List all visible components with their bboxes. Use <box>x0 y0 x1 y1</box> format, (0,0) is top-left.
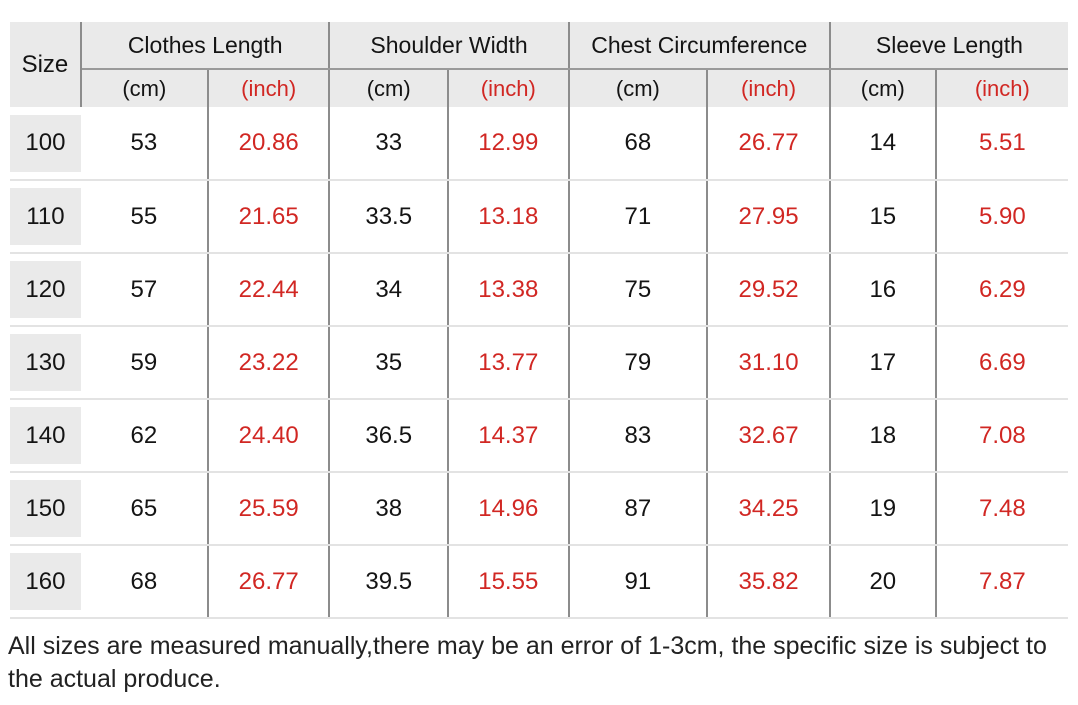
cell-inch-value: 7.08 <box>934 399 1068 473</box>
unit-label-cm: (cm) <box>828 69 936 107</box>
cell-cm-value: 65 <box>80 472 208 546</box>
cell-inch-value: 20.86 <box>206 107 330 181</box>
header-unit-row: (cm) (inch) (cm) (inch) (cm) (inch) (cm)… <box>10 69 1068 107</box>
column-group-chest-circumference: Chest Circumference <box>567 22 830 70</box>
cell-cm-value: 38 <box>328 472 448 546</box>
cell-inch-value: 13.38 <box>446 253 569 327</box>
cell-cm-value: 53 <box>80 107 208 181</box>
cell-inch-value: 23.22 <box>206 326 330 400</box>
cell-inch-value: 26.77 <box>706 107 830 181</box>
size-row-label: 100 <box>10 114 81 172</box>
cell-cm-value: 16 <box>828 253 936 327</box>
cell-inch-value: 27.95 <box>706 180 830 254</box>
table-row-size-120: 120 57 22.44 34 13.38 75 29.52 16 6.29 <box>10 253 1068 327</box>
cell-inch-value: 14.96 <box>446 472 569 546</box>
unit-label-inch: (inch) <box>934 69 1068 107</box>
cell-cm-value: 36.5 <box>328 399 448 473</box>
cell-cm-value: 20 <box>828 545 936 619</box>
size-row-label: 120 <box>10 261 81 318</box>
cell-cm-value: 35 <box>328 326 448 400</box>
cell-cm-value: 75 <box>567 253 708 327</box>
column-group-sleeve-length: Sleeve Length <box>828 22 1068 70</box>
column-group-clothes-length: Clothes Length <box>80 22 330 70</box>
cell-cm-value: 33.5 <box>328 180 448 254</box>
cell-inch-value: 24.40 <box>206 399 330 473</box>
cell-cm-value: 91 <box>567 545 708 619</box>
cell-cm-value: 14 <box>828 107 936 181</box>
cell-cm-value: 83 <box>567 399 708 473</box>
header-group-row: Size Clothes Length Shoulder Width Chest… <box>10 22 1068 107</box>
cell-inch-value: 6.29 <box>934 253 1068 327</box>
cell-inch-value: 26.77 <box>206 545 330 619</box>
cell-inch-value: 7.48 <box>934 472 1068 546</box>
unit-label-inch: (inch) <box>706 69 830 107</box>
cell-cm-value: 71 <box>567 180 708 254</box>
unit-label-inch: (inch) <box>206 69 330 107</box>
cell-cm-value: 19 <box>828 472 936 546</box>
cell-cm-value: 59 <box>80 326 208 400</box>
unit-label-cm: (cm) <box>328 69 448 107</box>
cell-cm-value: 39.5 <box>328 545 448 619</box>
cell-cm-value: 17 <box>828 326 936 400</box>
cell-cm-value: 68 <box>80 545 208 619</box>
cell-cm-value: 79 <box>567 326 708 400</box>
size-column-header: Size <box>10 22 82 107</box>
table-row-size-130: 130 59 23.22 35 13.77 79 31.10 17 6.69 <box>10 326 1068 400</box>
unit-label-inch: (inch) <box>446 69 569 107</box>
cell-inch-value: 14.37 <box>446 399 569 473</box>
cell-cm-value: 18 <box>828 399 936 473</box>
table-row-size-110: 110 55 21.65 33.5 13.18 71 27.95 15 5.90 <box>10 180 1068 254</box>
cell-inch-value: 6.69 <box>934 326 1068 400</box>
unit-label-cm: (cm) <box>80 69 208 107</box>
size-row-label: 130 <box>10 334 81 391</box>
table-row-size-140: 140 62 24.40 36.5 14.37 83 32.67 18 7.08 <box>10 399 1068 473</box>
cell-cm-value: 68 <box>567 107 708 181</box>
cell-inch-value: 13.18 <box>446 180 569 254</box>
cell-inch-value: 35.82 <box>706 545 830 619</box>
cell-cm-value: 33 <box>328 107 448 181</box>
cell-cm-value: 87 <box>567 472 708 546</box>
cell-inch-value: 32.67 <box>706 399 830 473</box>
cell-cm-value: 57 <box>80 253 208 327</box>
cell-inch-value: 5.90 <box>934 180 1068 254</box>
size-row-label: 150 <box>10 480 81 537</box>
cell-cm-value: 34 <box>328 253 448 327</box>
cell-inch-value: 29.52 <box>706 253 830 327</box>
cell-inch-value: 21.65 <box>206 180 330 254</box>
cell-inch-value: 5.51 <box>934 107 1068 181</box>
size-row-label: 110 <box>10 188 81 245</box>
cell-cm-value: 62 <box>80 399 208 473</box>
cell-cm-value: 55 <box>80 180 208 254</box>
unit-label-cm: (cm) <box>567 69 708 107</box>
cell-inch-value: 12.99 <box>446 107 569 181</box>
size-row-label: 140 <box>10 407 81 464</box>
cell-inch-value: 15.55 <box>446 545 569 619</box>
size-chart-table: Size Clothes Length Shoulder Width Chest… <box>10 22 1068 619</box>
cell-cm-value: 15 <box>828 180 936 254</box>
table-row-size-100: 100 53 20.86 33 12.99 68 26.77 14 5.51 <box>10 107 1068 181</box>
cell-inch-value: 31.10 <box>706 326 830 400</box>
cell-inch-value: 22.44 <box>206 253 330 327</box>
cell-inch-value: 25.59 <box>206 472 330 546</box>
disclaimer-text: All sizes are measured manually,there ma… <box>8 632 1047 693</box>
size-row-label: 160 <box>10 553 81 610</box>
cell-inch-value: 13.77 <box>446 326 569 400</box>
column-group-shoulder-width: Shoulder Width <box>328 22 569 70</box>
cell-inch-value: 34.25 <box>706 472 830 546</box>
table-row-size-160: 160 68 26.77 39.5 15.55 91 35.82 20 7.87 <box>10 545 1068 619</box>
table-row-size-150: 150 65 25.59 38 14.96 87 34.25 19 7.48 <box>10 472 1068 546</box>
cell-inch-value: 7.87 <box>934 545 1068 619</box>
